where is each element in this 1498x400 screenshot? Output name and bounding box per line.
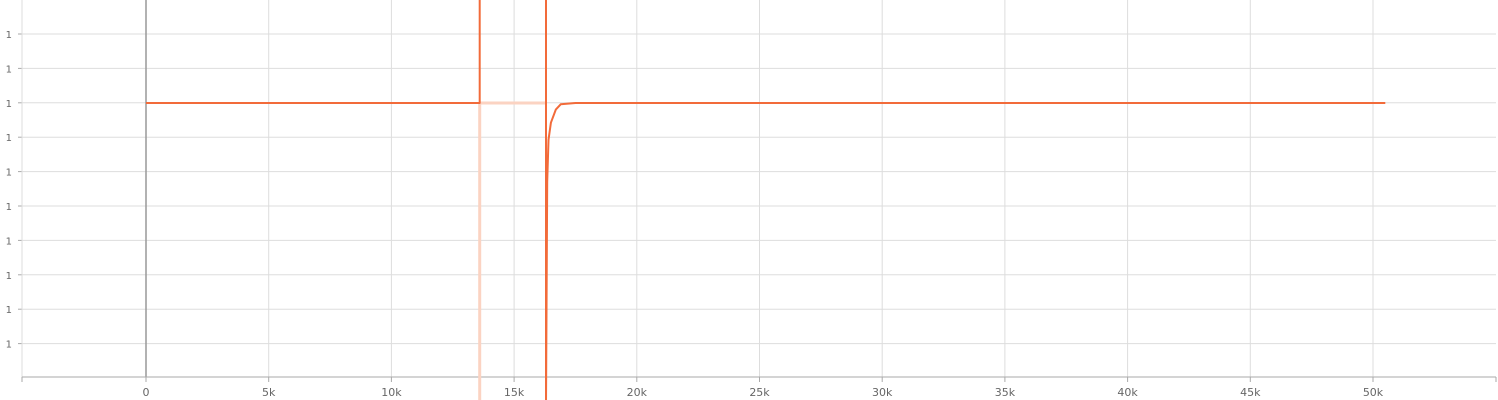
y-tick-label: 1	[6, 64, 12, 75]
y-tick-label: 1	[6, 99, 12, 110]
faint-series	[478, 101, 546, 400]
x-tick-label: 45k	[1240, 386, 1261, 399]
x-tick-label: 35k	[995, 386, 1016, 399]
y-tick-label: 1	[6, 340, 12, 351]
x-tick-label: 40k	[1117, 386, 1138, 399]
series-lines	[146, 0, 1386, 400]
y-tick-label: 1	[6, 168, 12, 179]
x-tick-label: 20k	[627, 386, 648, 399]
x-tick-label: 5k	[262, 386, 276, 399]
x-tick-label: 25k	[749, 386, 770, 399]
y-tick-label: 1	[6, 202, 12, 213]
x-tick-label: 50k	[1363, 386, 1384, 399]
y-tick-label: 1	[6, 236, 12, 247]
series-line-segment	[545, 0, 1386, 400]
x-tick-label: 0	[143, 386, 150, 399]
series-line-segment	[146, 0, 481, 104]
x-tick-label: 15k	[504, 386, 525, 399]
y-tick-label: 1	[6, 271, 12, 282]
x-tick-label: 10k	[381, 386, 402, 399]
tick-labels: 1 1 1 1 1 1 1 1 1 1 0 5k 10k 15k 20k 25k 30k 35k 40k 45k 50k	[6, 30, 1384, 399]
y-tick-label: 1	[6, 305, 12, 316]
y-tick-label: 1	[6, 30, 12, 41]
axes	[18, 0, 1497, 382]
y-tick-label: 1	[6, 133, 12, 144]
x-tick-label: 30k	[872, 386, 893, 399]
grid	[22, 0, 1496, 377]
